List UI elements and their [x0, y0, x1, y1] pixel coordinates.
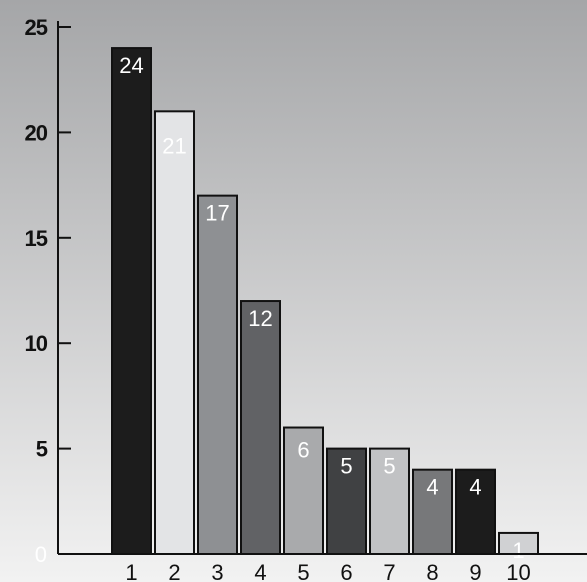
- y-tick-label-15: 15: [25, 226, 48, 251]
- x-tick-label-1: 1: [125, 560, 137, 582]
- y-tick-label-0: 0: [35, 542, 47, 567]
- data-label-6: 5: [340, 454, 352, 479]
- bar-7: [369, 447, 410, 556]
- bar-2: [154, 110, 195, 555]
- x-tick-label-8: 8: [426, 560, 438, 582]
- data-label-10: 1: [512, 538, 524, 563]
- bar-4: [240, 300, 281, 556]
- bar-9: [455, 468, 496, 555]
- data-label-5: 6: [297, 438, 309, 463]
- data-label-8: 4: [426, 475, 438, 500]
- bars-group: [111, 47, 539, 556]
- y-tick-label-25: 25: [25, 15, 48, 40]
- data-labels-group: 24 21 17 12 6 5 5 4 4 1: [119, 53, 524, 563]
- x-tick-label-6: 6: [340, 560, 352, 582]
- bar-8: [412, 468, 453, 555]
- x-tick-label-10: 10: [506, 560, 530, 582]
- x-tick-label-4: 4: [254, 560, 266, 582]
- x-tick-label-9: 9: [469, 560, 481, 582]
- x-tick-label-2: 2: [168, 560, 180, 582]
- x-tick-label-3: 3: [211, 560, 223, 582]
- y-tick-label-5: 5: [36, 437, 48, 462]
- data-label-4: 12: [248, 306, 272, 331]
- data-label-2: 21: [162, 133, 186, 158]
- y-tick-label-10: 10: [25, 331, 48, 356]
- x-tick-label-5: 5: [297, 560, 309, 582]
- data-label-1: 24: [119, 53, 143, 78]
- y-tick-label-20: 20: [25, 120, 48, 145]
- data-label-7: 5: [383, 454, 395, 479]
- x-tick-label-7: 7: [383, 560, 395, 582]
- bar-1: [111, 47, 152, 556]
- bar-3: [197, 194, 238, 555]
- data-label-3: 17: [205, 201, 229, 226]
- data-label-9: 4: [469, 475, 481, 500]
